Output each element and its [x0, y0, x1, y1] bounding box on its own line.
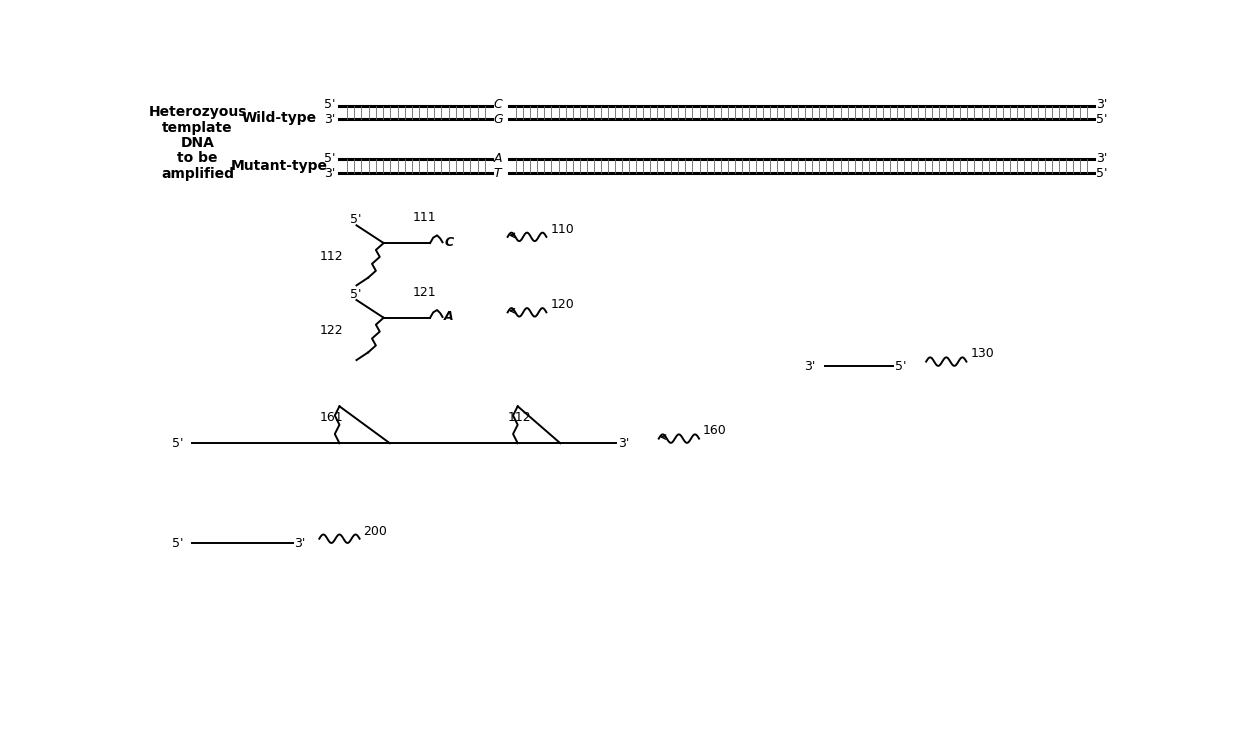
Text: 5': 5' [324, 152, 336, 165]
Text: C: C [494, 98, 502, 111]
Text: 3': 3' [1096, 98, 1107, 111]
Text: Heterozyous: Heterozyous [149, 105, 247, 119]
Text: 130: 130 [970, 347, 994, 361]
Text: 200: 200 [363, 525, 387, 537]
Text: Mutant-type: Mutant-type [231, 159, 327, 173]
Text: template: template [162, 120, 233, 134]
Text: 5': 5' [324, 98, 336, 111]
Text: C: C [444, 236, 453, 249]
Text: 120: 120 [551, 298, 574, 311]
Text: 160: 160 [703, 424, 727, 438]
Text: 5': 5' [351, 288, 362, 301]
Text: 110: 110 [551, 223, 574, 236]
Text: DNA: DNA [181, 136, 215, 150]
Text: to be: to be [177, 151, 218, 165]
Text: 112: 112 [320, 249, 343, 263]
Text: Wild-type: Wild-type [242, 111, 316, 125]
Text: 111: 111 [412, 211, 436, 224]
Text: G: G [494, 114, 503, 126]
Text: 3': 3' [295, 537, 306, 550]
Text: 122: 122 [320, 324, 343, 338]
Text: 5': 5' [1096, 167, 1107, 180]
Text: 5': 5' [351, 214, 362, 226]
Text: amplified: amplified [161, 167, 234, 181]
Text: T: T [494, 167, 501, 180]
Text: 121: 121 [412, 286, 436, 299]
Text: A: A [444, 310, 454, 324]
Text: 3': 3' [805, 360, 816, 372]
Text: A: A [494, 152, 502, 165]
Text: 5': 5' [172, 437, 184, 450]
Text: 5': 5' [1096, 114, 1107, 126]
Text: 3': 3' [618, 437, 629, 450]
Text: 5': 5' [172, 537, 184, 550]
Text: 112: 112 [507, 411, 531, 424]
Text: 3': 3' [1096, 152, 1107, 165]
Text: 3': 3' [324, 167, 335, 180]
Text: 161: 161 [320, 411, 343, 424]
Text: 5': 5' [895, 360, 906, 372]
Text: 3': 3' [324, 114, 335, 126]
